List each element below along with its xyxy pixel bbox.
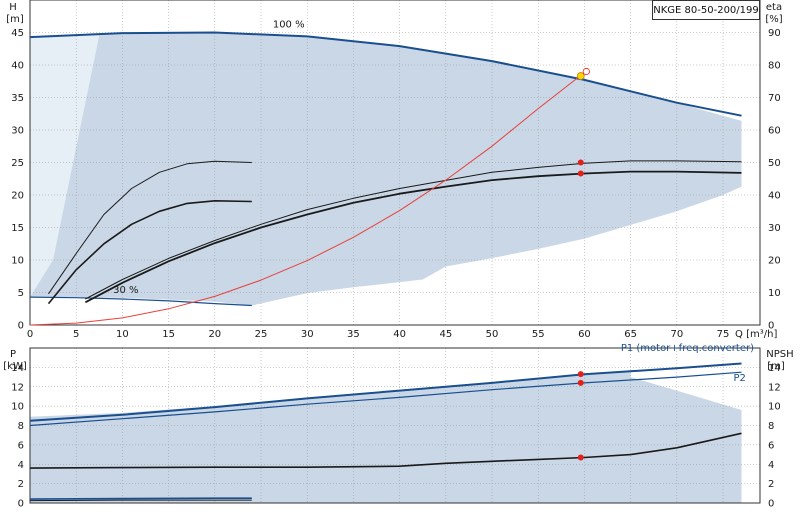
y-right-tick-label: 80 — [768, 61, 781, 72]
x-tick-label: 50 — [486, 329, 499, 340]
x-tick-label: 40 — [393, 329, 406, 340]
npsh-tick-label: 2 — [768, 479, 774, 490]
npsh-tick-label: 10 — [768, 402, 781, 413]
y-right-tick-label: 20 — [768, 256, 781, 267]
y-right-tick-label: 10 — [768, 288, 781, 299]
y-right-axis-unit: [%] — [765, 14, 782, 25]
y-right-axis-label: eta — [766, 2, 782, 13]
y-right-tick-label: 70 — [768, 93, 781, 104]
x-tick-label: 35 — [347, 329, 360, 340]
duty-point-marker — [577, 159, 584, 166]
duty-ring-marker — [582, 67, 590, 76]
duty-point-marker — [577, 454, 584, 461]
y-left-tick-label: 15 — [11, 223, 24, 234]
y-right-tick-label: 30 — [768, 223, 781, 234]
series-line — [29, 497, 252, 500]
npsh-tick-label: 4 — [768, 460, 774, 471]
y-left-axis-unit: [m] — [6, 14, 24, 25]
x-tick-label: 75 — [717, 329, 730, 340]
x-axis-label: Q [m³/h] — [735, 329, 777, 340]
npsh-tick-label: 12 — [768, 382, 781, 393]
series-line — [85, 160, 742, 300]
p-tick-label: 8 — [18, 421, 24, 432]
x-tick-label: 70 — [670, 329, 683, 340]
y-right-tick-label: 50 — [768, 158, 781, 169]
p-tick-label: 0 — [18, 499, 24, 510]
y-left-tick-label: 30 — [11, 126, 24, 137]
x-tick-label: 15 — [162, 329, 175, 340]
series-line — [29, 362, 742, 422]
series-line — [48, 160, 252, 295]
y-left-tick-label: 25 — [11, 158, 24, 169]
duty-point-marker — [576, 72, 585, 80]
curve-label-30: 30 % — [113, 285, 138, 296]
power-envelope — [30, 371, 742, 503]
series-line — [29, 31, 742, 117]
series-line — [29, 296, 252, 307]
p-axis-unit: [kW] — [3, 361, 27, 372]
x-tick-label: 10 — [116, 329, 129, 340]
x-tick-label: 60 — [578, 329, 591, 340]
duty-point-marker — [577, 371, 584, 378]
x-tick-label: 55 — [532, 329, 545, 340]
y-left-axis-label: H — [9, 2, 17, 13]
p-tick-label: 4 — [18, 460, 24, 471]
y-right-tick-label: 60 — [768, 126, 781, 137]
y-right-tick-label: 90 — [768, 28, 781, 39]
y-left-tick-label: 35 — [11, 93, 24, 104]
y-left-tick-label: 5 — [18, 288, 24, 299]
p-tick-label: 2 — [18, 479, 24, 490]
duty-point-marker — [577, 379, 584, 386]
x-tick-label: 45 — [439, 329, 452, 340]
series-line — [29, 371, 742, 427]
series-line — [29, 499, 252, 502]
p-tick-label: 6 — [18, 440, 24, 451]
duty-point-marker — [577, 170, 584, 177]
model-label: NKGE 80-50-200/199 — [652, 0, 760, 20]
x-tick-label: 30 — [301, 329, 314, 340]
x-tick-label: 20 — [208, 329, 221, 340]
y-left-tick-label: 40 — [11, 61, 24, 72]
y-right-tick-label: 0 — [768, 321, 774, 332]
y-left-tick-label: 0 — [18, 321, 24, 332]
series-line — [29, 75, 581, 326]
y-left-tick-label: 20 — [11, 191, 24, 202]
series-line — [47, 200, 252, 305]
npsh-axis-label: NPSH — [766, 349, 793, 360]
top-plot-frame — [29, 0, 761, 326]
y-left-tick-label: 45 — [11, 28, 24, 39]
curve-label-100: 100 % — [273, 19, 305, 30]
y-left-tick-label: 10 — [11, 256, 24, 267]
operating-envelope — [30, 32, 742, 306]
p-tick-label: 14 — [11, 363, 24, 374]
p-axis-label: P — [10, 349, 16, 360]
series-line — [84, 170, 742, 304]
npsh-tick-label: 14 — [768, 363, 781, 374]
x-tick-label: 0 — [27, 329, 33, 340]
envelope-sloped-edge — [30, 35, 100, 298]
y-right-tick-label: 40 — [768, 191, 781, 202]
x-tick-label: 5 — [73, 329, 79, 340]
npsh-tick-label: 8 — [768, 421, 774, 432]
npsh-tick-label: 0 — [768, 499, 774, 510]
legend-p1: P1 (motor+freq.converter) — [621, 343, 754, 354]
p-tick-label: 10 — [11, 402, 24, 413]
npsh-axis-unit: [m] — [767, 361, 785, 372]
x-tick-label: 25 — [255, 329, 268, 340]
p-tick-label: 12 — [11, 382, 24, 393]
x-tick-label: 65 — [624, 329, 637, 340]
npsh-tick-label: 6 — [768, 440, 774, 451]
legend-p2: P2 — [734, 373, 746, 384]
series-line — [29, 432, 742, 469]
